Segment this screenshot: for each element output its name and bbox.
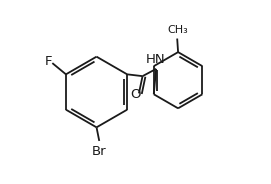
- Text: CH₃: CH₃: [168, 24, 188, 35]
- Text: HN: HN: [146, 53, 165, 66]
- Text: Br: Br: [92, 146, 107, 158]
- Text: O: O: [130, 88, 141, 101]
- Text: F: F: [45, 55, 52, 68]
